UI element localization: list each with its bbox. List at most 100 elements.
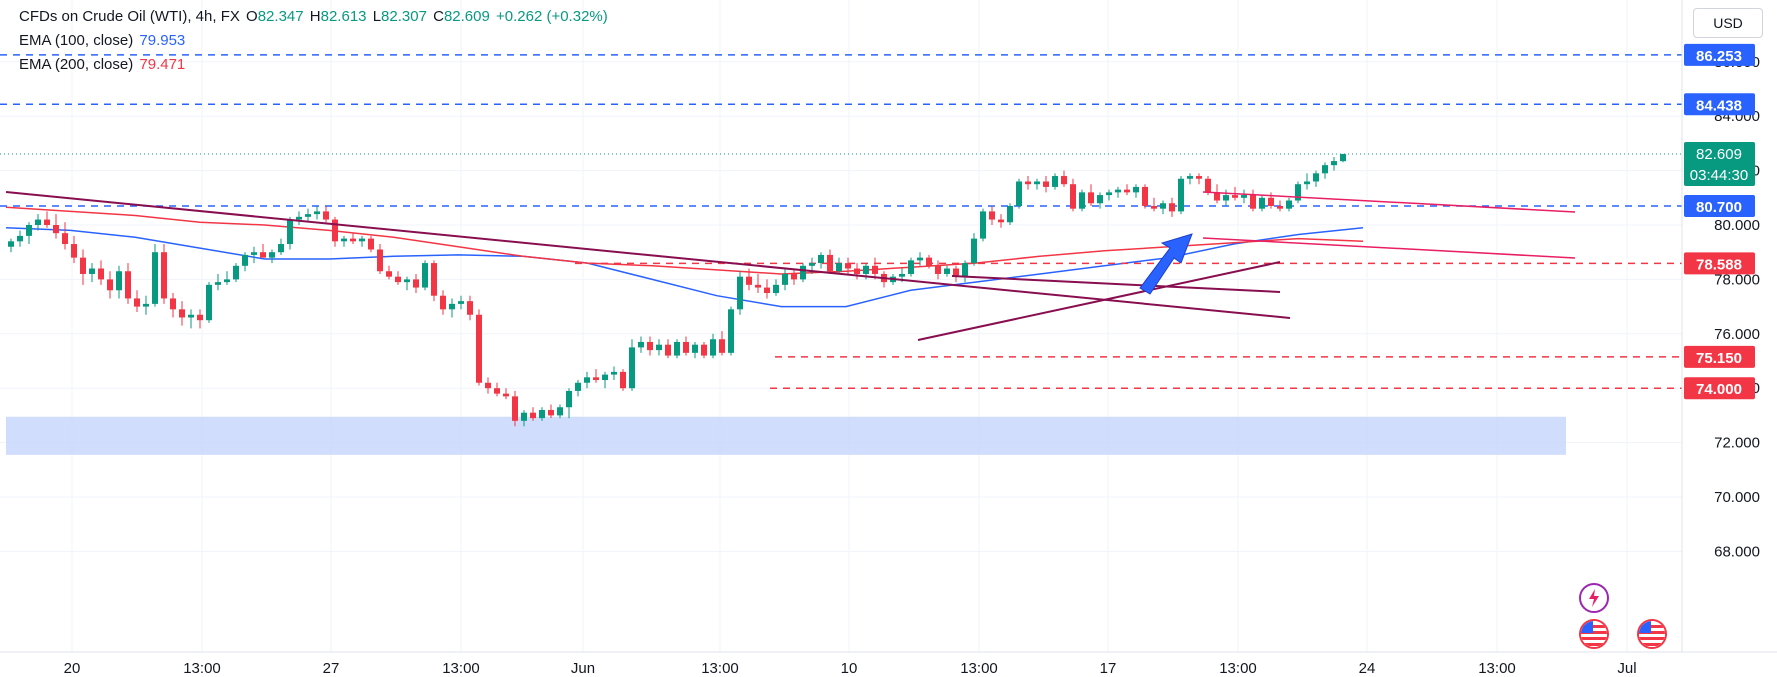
candle-body [1052, 176, 1058, 187]
candle-body [71, 244, 77, 258]
candle-body [674, 341, 680, 356]
candle-body [386, 271, 392, 277]
time-tick-label: Jul [1617, 660, 1636, 677]
candle-body [845, 263, 851, 269]
candle-body [854, 268, 860, 274]
candle-body [1115, 189, 1121, 193]
candle-body [80, 257, 86, 274]
candle-body [872, 265, 878, 274]
candle-body [926, 257, 932, 266]
candle-body [638, 341, 644, 348]
candle-body [836, 263, 842, 272]
candle-body [512, 396, 518, 421]
candle-body [449, 303, 455, 310]
candle-body [143, 303, 149, 307]
candle-body [728, 309, 734, 353]
candle-body [746, 276, 752, 285]
candle-body [179, 309, 185, 318]
open-value: 82.347 [257, 8, 304, 25]
candle-body [1205, 178, 1211, 193]
us-flag-icon[interactable] [1637, 619, 1667, 649]
candle-body [521, 412, 527, 421]
candle-body [17, 235, 23, 242]
candle-body [962, 263, 968, 277]
us-flag-icon[interactable] [1579, 619, 1609, 649]
candle-body [575, 382, 581, 391]
ema200-label: EMA (200, close) [19, 56, 134, 73]
candle-body [863, 265, 869, 274]
countdown-text: 03:44:30 [1690, 167, 1748, 184]
candle-body [206, 284, 212, 321]
last-price-text: 82.609 [1696, 146, 1742, 163]
time-tick-label: 17 [1100, 660, 1117, 677]
candle-body [1241, 195, 1247, 198]
symbol-title: CFDs on Crude Oil (WTI), 4h, FX [19, 8, 240, 25]
candle-body [1007, 205, 1013, 223]
candle-body [1133, 186, 1139, 193]
candle-body [1277, 205, 1283, 209]
candle-body [683, 341, 689, 353]
price-level-label [1684, 93, 1755, 116]
candle-body [989, 211, 995, 220]
candle-body [242, 254, 248, 266]
price-tick-label: 80.000 [1714, 217, 1760, 234]
candle-body [1079, 192, 1085, 209]
lightning-icon[interactable] [1579, 583, 1609, 613]
candle-body [332, 219, 338, 242]
candle-body [1160, 203, 1166, 209]
chart-grid [0, 0, 1682, 652]
candle-body [1043, 181, 1049, 187]
ema200-legend: EMA (200, close) 79.471 [19, 56, 187, 73]
candle-body [44, 219, 50, 225]
close-label: C [433, 8, 444, 25]
candle-body [134, 298, 140, 307]
candle-body [467, 301, 473, 315]
price-tick-label: 72.000 [1714, 435, 1760, 452]
candle-body [1259, 197, 1265, 209]
candle-body [1124, 189, 1130, 193]
time-tick-label: 27 [323, 660, 340, 677]
price-axis: 68.00070.00072.00074.00076.00078.00080.0… [1714, 54, 1760, 561]
candle-body [1268, 197, 1274, 206]
ema100-value: 79.953 [139, 32, 186, 49]
candle-body [764, 287, 770, 293]
candle-body [197, 314, 203, 321]
candle-body [584, 377, 590, 383]
candle-body [188, 314, 194, 318]
trendline [5, 191, 1291, 319]
candle-body [116, 271, 122, 291]
candle-body [809, 263, 815, 266]
candle-body [1034, 181, 1040, 185]
candle-body [1070, 184, 1076, 209]
candle-body [971, 238, 977, 264]
candle-body [431, 263, 437, 296]
candle-body [485, 382, 491, 389]
candle-body [1223, 195, 1229, 201]
candle-body [692, 344, 698, 353]
candle-body [908, 260, 914, 274]
candle-body [1178, 178, 1184, 212]
candle-body [350, 238, 356, 242]
candle-body [620, 371, 626, 389]
candle-body [1169, 203, 1175, 212]
candle-body [557, 407, 563, 416]
time-axis: 20 13:00 27 13:00 Jun 13:00 10 13:00 17 13:00 24 13… [64, 660, 1637, 677]
candle-body [755, 284, 761, 288]
price-level-label [1684, 345, 1755, 368]
time-tick-label: 13:00 [960, 660, 998, 677]
candle-body [413, 279, 419, 288]
candle-body [1304, 181, 1310, 185]
candle-body [125, 271, 131, 299]
ema100-line [5, 226, 1364, 308]
candle-body [35, 219, 41, 225]
candle-body [737, 276, 743, 310]
price-level-label [1684, 252, 1755, 275]
candle-body [395, 276, 401, 283]
channel-line [1202, 191, 1576, 213]
candle-body [260, 252, 266, 258]
time-tick-label: 13:00 [701, 660, 739, 677]
currency-button[interactable]: USD [1693, 8, 1763, 38]
price-level-label [1684, 43, 1755, 66]
candle-body [980, 211, 986, 239]
